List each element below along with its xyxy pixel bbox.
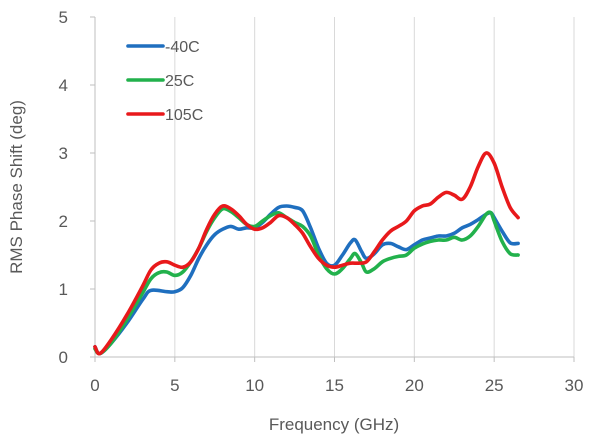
series-line-25C [93, 206, 520, 356]
y-tick-label-2: 2 [59, 212, 68, 231]
axes [90, 16, 575, 362]
y-tick-label-4: 4 [59, 76, 68, 95]
y-tick-label-5: 5 [59, 8, 68, 27]
x-tick-label-0: 0 [90, 376, 99, 395]
legend-label-105C: 105C [165, 107, 203, 124]
x-tick-label-10: 10 [245, 376, 264, 395]
y-tick-label-3: 3 [59, 144, 68, 163]
x-tick-label-15: 15 [325, 376, 344, 395]
x-tick-label-5: 5 [170, 376, 179, 395]
x-tick-label-25: 25 [485, 376, 504, 395]
y-tick-label-1: 1 [59, 280, 68, 299]
x-tick-label-20: 20 [405, 376, 424, 395]
y-tick-label-0: 0 [59, 348, 68, 367]
legend: -40C 25C 105C [126, 39, 203, 124]
x-tick-label-30: 30 [565, 376, 584, 395]
legend-label-25C: 25C [165, 73, 194, 90]
x-axis-title: Frequency (GHz) [269, 415, 399, 434]
tick-labels: 0 1 2 3 4 5 0 5 10 15 20 25 30 [59, 8, 584, 395]
legend-label--40C: -40C [165, 39, 200, 56]
series-line-105C [93, 151, 520, 356]
y-axis-title: RMS Phase Shift (deg) [7, 100, 26, 274]
series-lines [93, 151, 520, 356]
grid [174, 17, 575, 357]
